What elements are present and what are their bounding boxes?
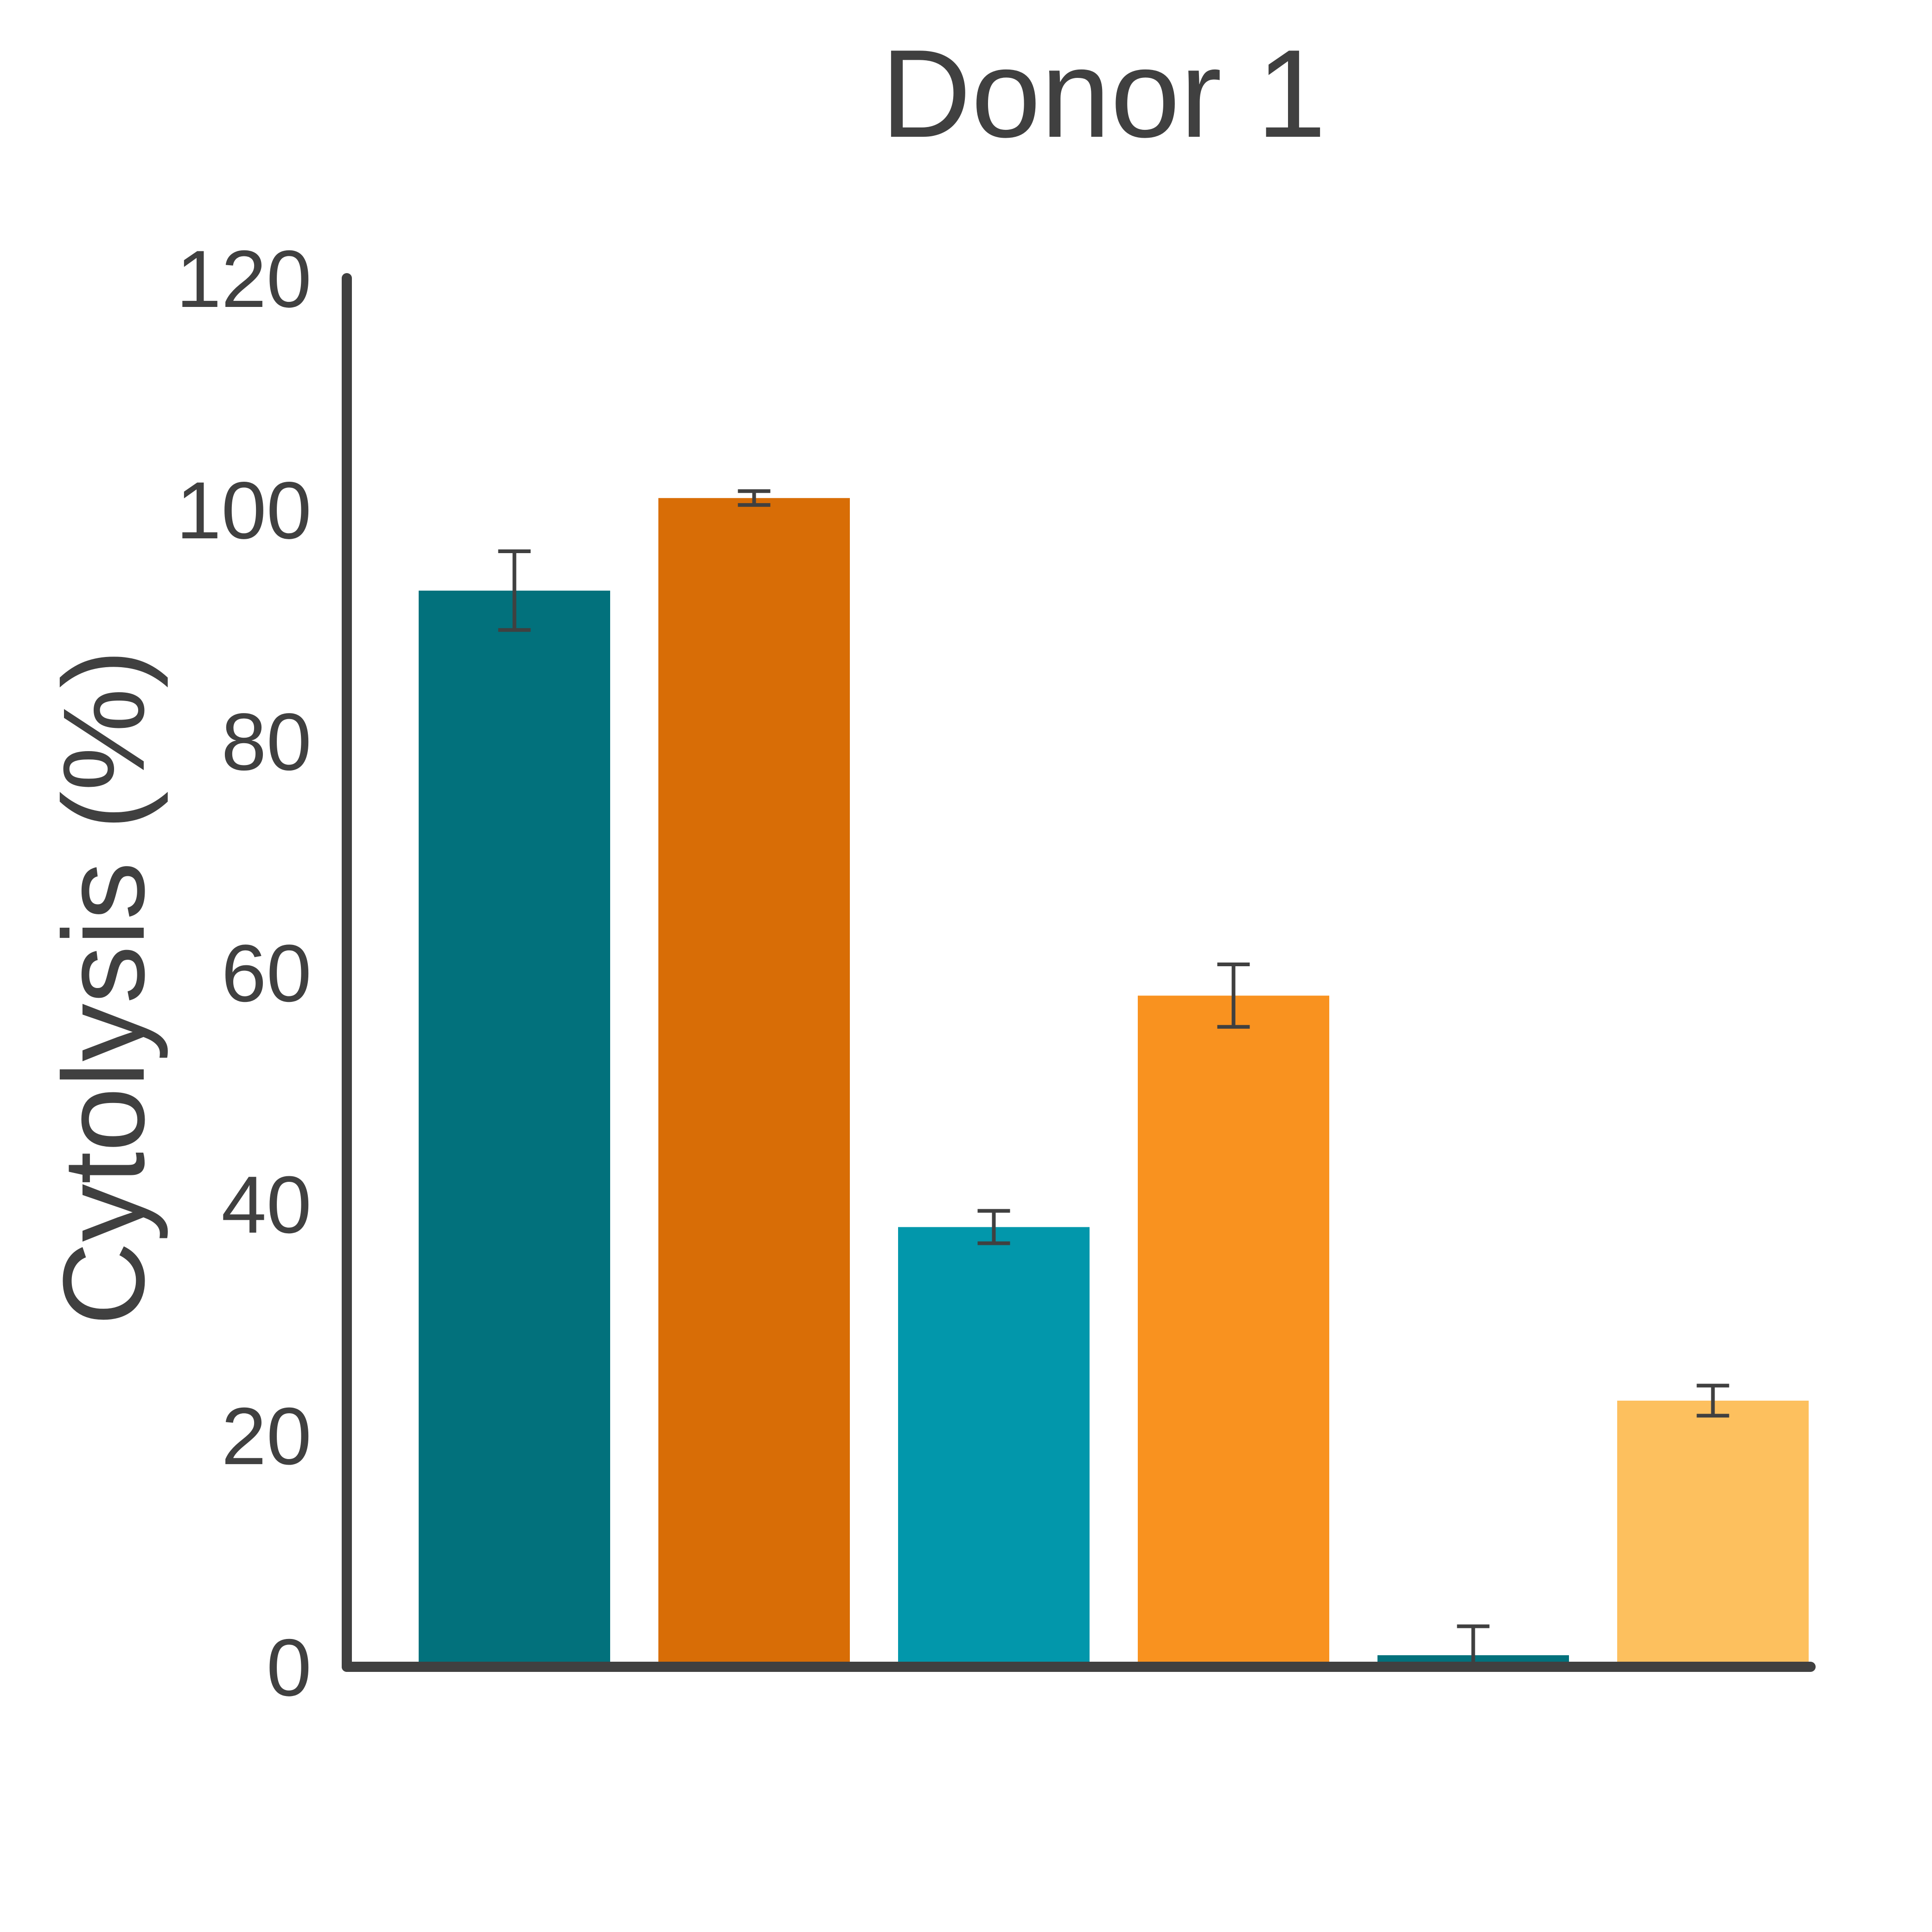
- y-axis-label: Cytolysis (%): [39, 650, 168, 1326]
- y-tick-label-80: 80: [221, 697, 312, 787]
- bar-4: [1138, 995, 1329, 1667]
- y-tick-label-40: 40: [221, 1160, 312, 1250]
- y-tick-label-100: 100: [176, 465, 312, 556]
- y-tick-labels: 0 20 40 60 80 100 120: [176, 234, 312, 1713]
- bar-1: [419, 590, 610, 1667]
- y-tick-label-60: 60: [221, 929, 312, 1019]
- y-tick-label-120: 120: [176, 234, 312, 325]
- bar-2: [658, 498, 850, 1667]
- y-tick-label-0: 0: [267, 1623, 312, 1713]
- bars-group: [419, 498, 1809, 1667]
- chart-title: Donor 1: [881, 24, 1326, 164]
- bar-3: [898, 1227, 1090, 1667]
- error-bars-group: [498, 489, 1729, 1667]
- y-tick-label-20: 20: [221, 1391, 312, 1482]
- bar-6: [1617, 1400, 1809, 1667]
